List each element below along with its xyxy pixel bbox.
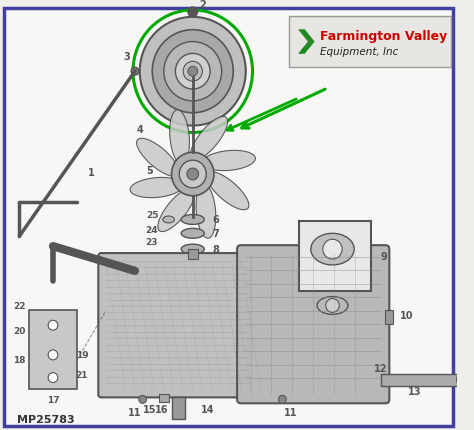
Ellipse shape (181, 229, 204, 239)
Text: 4: 4 (137, 124, 143, 134)
Text: 16: 16 (155, 404, 169, 414)
Ellipse shape (311, 234, 354, 265)
Circle shape (323, 240, 342, 259)
Ellipse shape (202, 151, 255, 171)
Text: 6: 6 (212, 215, 219, 225)
Text: 23: 23 (145, 237, 157, 246)
Circle shape (48, 373, 58, 383)
Text: 13: 13 (408, 387, 421, 396)
Circle shape (473, 371, 474, 389)
Text: 9: 9 (381, 252, 387, 261)
FancyBboxPatch shape (237, 246, 389, 403)
Ellipse shape (191, 117, 228, 160)
Circle shape (48, 320, 58, 330)
Text: 15: 15 (143, 404, 156, 414)
Text: 10: 10 (400, 310, 413, 321)
Circle shape (152, 31, 233, 114)
Text: 12: 12 (374, 363, 387, 373)
Text: 2: 2 (199, 0, 206, 10)
Text: 20: 20 (13, 326, 26, 335)
Circle shape (172, 153, 214, 196)
Text: 22: 22 (13, 301, 26, 310)
Circle shape (188, 67, 198, 77)
Ellipse shape (163, 217, 174, 224)
Text: 24: 24 (145, 225, 158, 234)
Bar (159, 394, 169, 402)
Bar (381, 374, 467, 386)
Text: Farmington Valley: Farmington Valley (320, 30, 447, 43)
Circle shape (48, 350, 58, 360)
Text: 11: 11 (128, 407, 142, 417)
Bar (289, 17, 451, 68)
Ellipse shape (170, 111, 190, 165)
Ellipse shape (130, 178, 183, 198)
FancyBboxPatch shape (98, 254, 258, 397)
Bar (188, 249, 198, 259)
Circle shape (183, 62, 202, 82)
Text: Equipment, Inc: Equipment, Inc (320, 47, 398, 57)
Ellipse shape (317, 297, 348, 315)
Circle shape (188, 8, 198, 18)
Circle shape (179, 161, 206, 188)
Circle shape (164, 43, 222, 101)
Text: 8: 8 (212, 245, 219, 255)
Text: 25: 25 (146, 211, 158, 220)
Text: 3: 3 (124, 52, 130, 62)
Ellipse shape (181, 245, 204, 255)
Text: 7: 7 (212, 229, 219, 239)
Ellipse shape (137, 139, 179, 177)
Text: MP25783: MP25783 (18, 414, 75, 424)
Bar (385, 311, 393, 325)
Ellipse shape (207, 172, 249, 210)
Circle shape (131, 68, 139, 76)
Text: 5: 5 (146, 166, 153, 175)
Text: 19: 19 (76, 350, 88, 359)
Text: 11: 11 (284, 407, 298, 417)
Polygon shape (29, 311, 77, 390)
Ellipse shape (158, 189, 195, 232)
Circle shape (326, 299, 339, 313)
Ellipse shape (196, 184, 216, 239)
Circle shape (187, 169, 199, 181)
Bar (172, 397, 185, 419)
Text: 1: 1 (88, 168, 95, 178)
Ellipse shape (181, 215, 204, 225)
Circle shape (457, 369, 474, 390)
Circle shape (279, 396, 286, 403)
Text: 14: 14 (201, 404, 214, 414)
Circle shape (139, 396, 146, 403)
Bar (299, 222, 371, 291)
Text: 21: 21 (76, 370, 88, 379)
Circle shape (175, 54, 210, 90)
Text: 18: 18 (13, 356, 26, 365)
Circle shape (140, 18, 246, 126)
Text: 17: 17 (47, 395, 59, 404)
Polygon shape (299, 31, 314, 54)
